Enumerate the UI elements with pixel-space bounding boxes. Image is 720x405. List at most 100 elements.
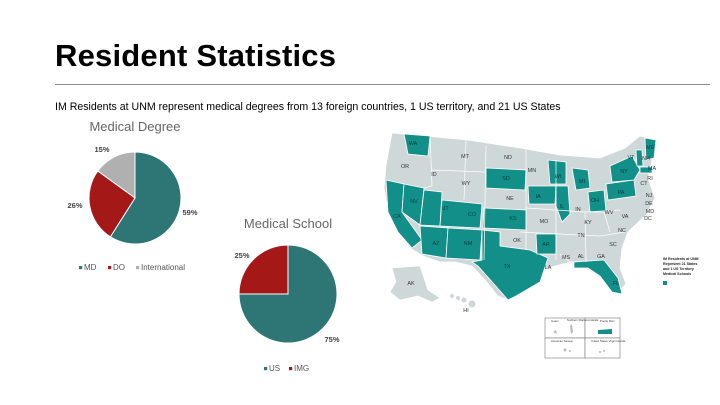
state-label-co: CO	[468, 212, 476, 218]
inset-virgin-islands: United States Virgin Islands	[591, 339, 626, 343]
state-label-tx: TX	[504, 264, 511, 270]
map-legend-line-1: IM Residents at UNM	[663, 257, 699, 261]
state-borders	[423, 135, 626, 263]
pie-slice-md	[109, 151, 182, 245]
state-il	[555, 185, 571, 223]
state-label-ar: AR	[542, 242, 550, 248]
pie-data-label: 59%	[182, 208, 197, 217]
slide-subtitle: IM Residents at UNM represent medical de…	[55, 101, 561, 113]
pie-data-label: 15%	[94, 145, 109, 154]
state-sd	[485, 167, 527, 191]
title-divider	[55, 84, 710, 85]
legend-swatch	[79, 266, 83, 270]
state-label-de: DE	[645, 201, 653, 207]
state-label-ca: CA	[393, 214, 401, 220]
state-label-ct: CT	[640, 181, 648, 187]
legend-label: MD	[84, 263, 97, 272]
state-ia	[527, 185, 557, 205]
state-nm	[445, 227, 483, 261]
state-label-me: ME	[646, 145, 654, 151]
map-legend-line-4: Medical Schools	[663, 272, 691, 276]
state-me	[644, 137, 657, 161]
state-label-va: VA	[622, 214, 629, 220]
state-label-ma: MA	[648, 166, 656, 172]
pie-data-label: 25%	[234, 251, 249, 260]
alaska-shape	[389, 265, 441, 303]
map-legend-line-2: Represent 21 States	[663, 262, 697, 266]
state-label-wi: WI	[555, 174, 562, 180]
state-nv	[401, 183, 425, 226]
map-legend-line-3: and 1 US Territory	[663, 267, 694, 271]
state-label-wv: WV	[605, 210, 614, 216]
state-label-nd: ND	[504, 155, 512, 161]
state-ma	[639, 166, 653, 174]
state-az	[419, 225, 449, 259]
state-label-in: IN	[575, 207, 580, 213]
us-mainland-shape	[383, 132, 656, 301]
legend-swatch	[264, 367, 268, 371]
territory-insets: Guam Northern Mariana Islands Puerto Ric…	[544, 317, 626, 359]
pie-slice-us	[238, 244, 338, 344]
legend-label: International	[141, 263, 185, 272]
state-label-or: OR	[401, 164, 409, 170]
pie-data-label: 26%	[67, 201, 82, 210]
state-label-nv: NV	[410, 199, 418, 205]
state-label-la: LA	[545, 265, 552, 271]
state-fl	[573, 259, 623, 295]
pie-data-label: 75%	[324, 335, 339, 344]
state-label-ok: OK	[513, 238, 521, 244]
state-label-dc: DC	[644, 216, 652, 222]
state-label-oh: OH	[591, 198, 599, 204]
state-label-ga: GA	[597, 254, 605, 260]
state-pa	[605, 179, 637, 201]
legend-swatch	[289, 367, 293, 371]
state-tx	[470, 229, 549, 301]
state-co	[439, 199, 483, 229]
state-label-ut: UT	[441, 206, 449, 212]
inset-northern-mariana: Northern Mariana Islands	[567, 318, 599, 322]
pie-slice-do	[88, 170, 136, 238]
state-label-wy: WY	[462, 181, 471, 187]
state-label-mo: MO	[540, 219, 549, 225]
state-ar	[535, 233, 557, 255]
state-label-vt: VT	[628, 155, 636, 161]
state-label-nj: NJ	[646, 193, 653, 199]
state-wi	[547, 159, 567, 185]
pie-chart-title: Medical Degree	[89, 119, 180, 134]
state-label-tn: TN	[577, 233, 584, 239]
puerto-rico-shape	[598, 329, 612, 334]
state-label-id: ID	[431, 172, 436, 178]
state-label-fl: FL	[613, 281, 619, 287]
pie-chart-title: Medical School	[244, 216, 332, 231]
pie-slice-img	[238, 244, 289, 295]
slide-title: Resident Statistics	[55, 38, 337, 73]
state-label-il: IL	[560, 204, 565, 210]
state-label-mi: MI	[579, 179, 585, 185]
state-label-az: AZ	[433, 241, 441, 247]
state-label-mt: MT	[461, 154, 469, 160]
state-label-nm: NM	[464, 241, 473, 247]
state-ca	[385, 179, 423, 249]
state-label-ak: AK	[407, 281, 415, 287]
inset-american-samoa: American Samoa	[551, 339, 573, 343]
state-ny	[609, 155, 641, 183]
state-label-md: MD	[646, 209, 654, 215]
state-label-ri: RI	[647, 176, 652, 182]
state-label-ms: MS	[562, 255, 570, 261]
state-label-al: AL	[578, 254, 585, 260]
legend-label: US	[269, 364, 280, 373]
state-vt	[635, 149, 644, 167]
state-label-wa: WA	[409, 141, 418, 147]
state-label-sd: SD	[502, 176, 510, 182]
state-label-sc: SC	[609, 242, 617, 248]
legend-swatch	[108, 266, 112, 270]
highlighted-states	[385, 133, 657, 301]
state-wa	[403, 133, 431, 157]
state-oh	[587, 189, 607, 213]
state-label-nh: NH	[642, 156, 650, 162]
state-label-ny: NY	[620, 169, 628, 175]
inset-guam: Guam	[551, 319, 559, 323]
map-legend-swatch	[663, 281, 667, 285]
inset-puerto-rico: Puerto Rico	[600, 319, 615, 323]
state-labels: WA OR CA NV ID MT WY UT AZ CO NM ND SD NE KS OK TX MN IA MO…	[393, 141, 656, 314]
